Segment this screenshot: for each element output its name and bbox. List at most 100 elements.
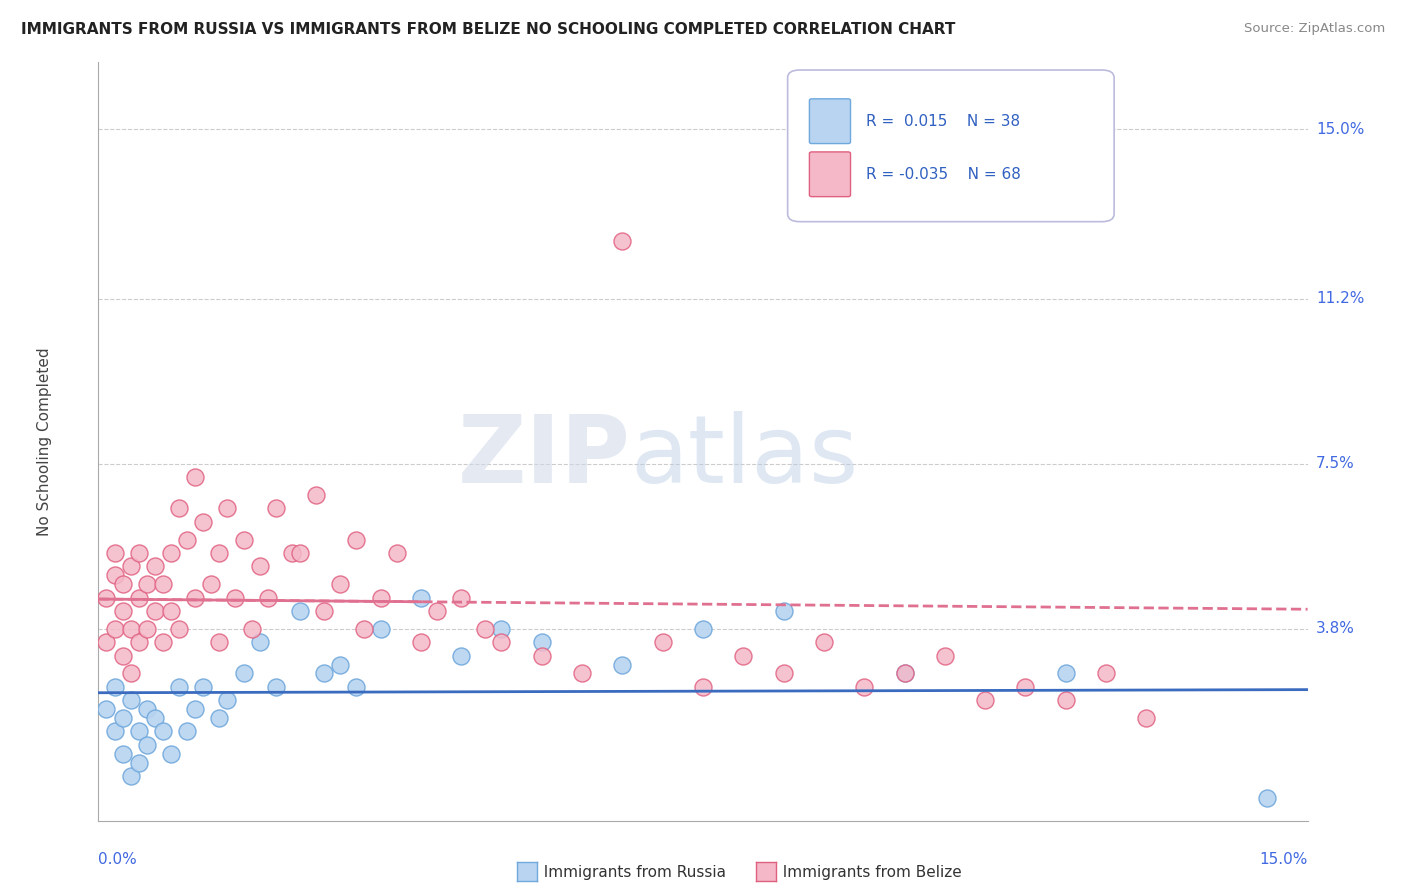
Point <box>264 501 287 516</box>
FancyBboxPatch shape <box>787 70 1114 221</box>
Point <box>1095 666 1118 681</box>
Point <box>200 577 222 591</box>
Point <box>813 635 835 649</box>
Point <box>344 533 367 547</box>
Point <box>120 559 142 574</box>
Point <box>176 724 198 739</box>
Point <box>160 546 183 560</box>
Point <box>143 604 166 618</box>
Point <box>314 604 336 618</box>
Point <box>409 591 432 605</box>
Point <box>409 635 432 649</box>
Point <box>143 711 166 725</box>
Text: ZIP: ZIP <box>457 410 630 503</box>
Point <box>426 604 449 618</box>
Point <box>184 702 207 716</box>
Point <box>1256 791 1278 805</box>
Point <box>571 666 593 681</box>
Point <box>232 666 254 681</box>
Point <box>167 501 190 516</box>
Text: Source: ZipAtlas.com: Source: ZipAtlas.com <box>1244 22 1385 36</box>
Point <box>329 577 352 591</box>
Point <box>208 635 231 649</box>
Point <box>893 666 915 681</box>
Point <box>103 622 125 636</box>
Point <box>224 591 246 605</box>
Point <box>167 680 190 694</box>
Point <box>450 591 472 605</box>
Point <box>934 648 956 663</box>
Point <box>96 635 118 649</box>
Text: 11.2%: 11.2% <box>1316 292 1364 306</box>
Point <box>120 666 142 681</box>
Point <box>1014 680 1036 694</box>
Point <box>152 577 174 591</box>
Point <box>111 711 134 725</box>
Point <box>111 648 134 663</box>
Point <box>612 657 634 672</box>
Point <box>152 635 174 649</box>
Point <box>974 693 997 707</box>
Point <box>249 559 271 574</box>
Point <box>128 724 150 739</box>
Point <box>128 546 150 560</box>
Point <box>491 622 513 636</box>
Point <box>474 622 496 636</box>
Point <box>184 591 207 605</box>
Point <box>208 711 231 725</box>
Point <box>184 470 207 484</box>
Text: 3.8%: 3.8% <box>1316 622 1355 636</box>
Point <box>208 546 231 560</box>
Point <box>370 622 392 636</box>
Point <box>143 559 166 574</box>
Point <box>128 591 150 605</box>
Point <box>450 648 472 663</box>
FancyBboxPatch shape <box>810 152 851 196</box>
Point <box>893 666 915 681</box>
Point <box>281 546 304 560</box>
Text: 0.0%: 0.0% <box>98 852 138 867</box>
Point <box>288 546 311 560</box>
Text: Immigrants from Belize: Immigrants from Belize <box>773 865 962 880</box>
Point <box>167 622 190 636</box>
Point <box>1135 711 1157 725</box>
Point <box>264 680 287 694</box>
Point <box>103 546 125 560</box>
Point <box>135 577 157 591</box>
Point <box>612 234 634 248</box>
Point <box>256 591 278 605</box>
Point <box>96 702 118 716</box>
Point <box>160 747 183 761</box>
Point <box>1054 693 1077 707</box>
Point <box>692 680 714 694</box>
Point <box>176 533 198 547</box>
Text: R =  0.015    N = 38: R = 0.015 N = 38 <box>866 114 1021 129</box>
Text: IMMIGRANTS FROM RUSSIA VS IMMIGRANTS FROM BELIZE NO SCHOOLING COMPLETED CORRELAT: IMMIGRANTS FROM RUSSIA VS IMMIGRANTS FRO… <box>21 22 956 37</box>
Text: 15.0%: 15.0% <box>1260 852 1308 867</box>
Point <box>530 635 553 649</box>
Point <box>772 604 794 618</box>
Point <box>491 635 513 649</box>
Point <box>240 622 263 636</box>
Point <box>385 546 408 560</box>
Point <box>111 577 134 591</box>
Text: 15.0%: 15.0% <box>1316 122 1364 136</box>
Point <box>232 533 254 547</box>
Point <box>1054 666 1077 681</box>
FancyBboxPatch shape <box>810 99 851 144</box>
Text: 7.5%: 7.5% <box>1316 457 1354 471</box>
Point <box>249 635 271 649</box>
Point <box>135 738 157 752</box>
Text: atlas: atlas <box>630 410 859 503</box>
Point <box>305 488 328 502</box>
Point <box>193 515 215 529</box>
Point <box>96 591 118 605</box>
Point <box>111 604 134 618</box>
Text: Immigrants from Russia: Immigrants from Russia <box>534 865 727 880</box>
Point <box>853 680 876 694</box>
Point <box>217 501 239 516</box>
Point <box>217 693 239 707</box>
Text: No Schooling Completed: No Schooling Completed <box>37 347 52 536</box>
Point <box>120 693 142 707</box>
Point <box>692 622 714 636</box>
